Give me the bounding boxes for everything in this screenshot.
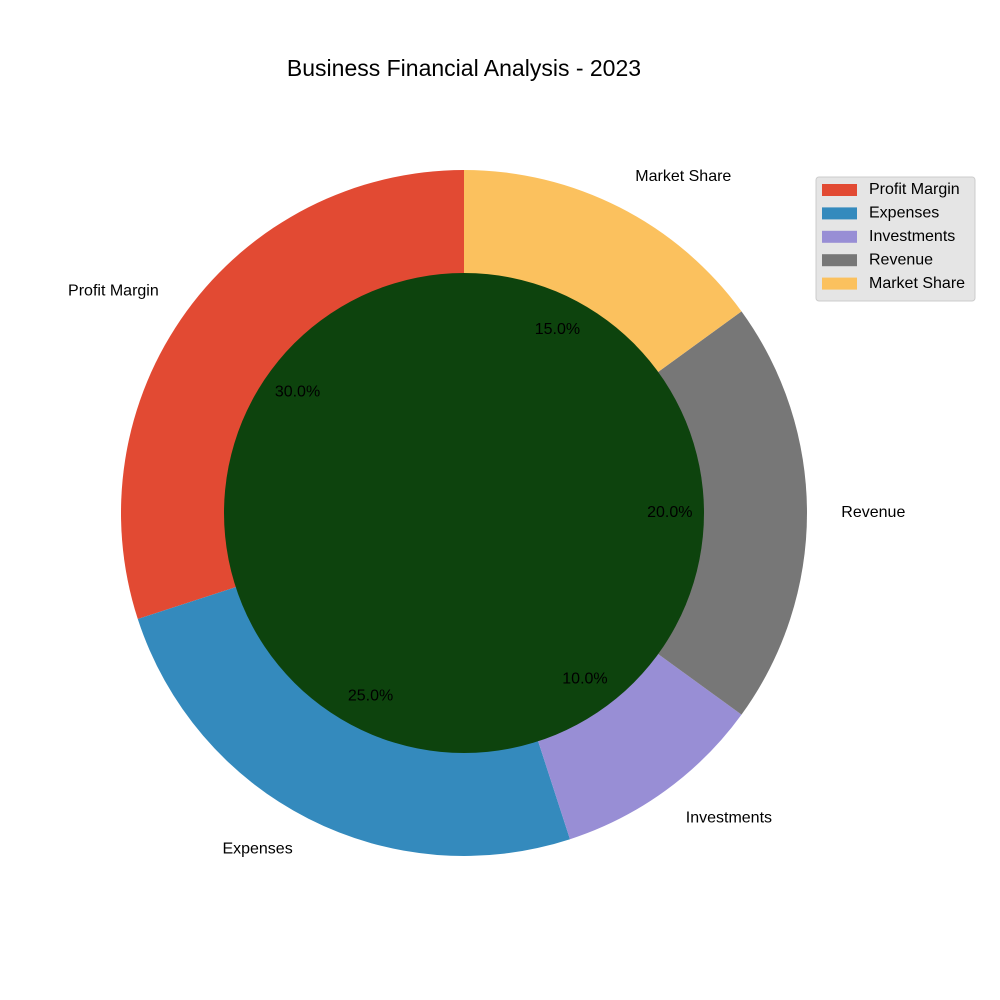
- pct-label-expenses: 25.0%: [348, 688, 393, 705]
- legend-label-investments: Investments: [869, 228, 955, 245]
- legend-swatch-profit-margin: [822, 184, 857, 196]
- slice-label-investments: Investments: [686, 809, 772, 826]
- legend-swatch-market-share: [822, 277, 857, 290]
- legend-label-market-share: Market Share: [869, 275, 965, 292]
- legend-swatch-revenue: [822, 254, 857, 267]
- slice-label-market-share: Market Share: [635, 168, 731, 185]
- legend-label-revenue: Revenue: [869, 251, 933, 268]
- pct-label-revenue: 20.0%: [647, 504, 692, 521]
- legend: Profit Margin Expenses Investments Revenue M…: [815, 176, 976, 302]
- pct-label-profit-margin: 30.0%: [275, 383, 320, 400]
- slice-label-revenue: Revenue: [841, 504, 905, 521]
- slice-label-expenses: Expenses: [222, 840, 292, 857]
- donut-center: [224, 273, 704, 753]
- legend-swatch-investments: [822, 230, 857, 243]
- legend-label-expenses: Expenses: [869, 205, 939, 222]
- legend-label-profit-margin: Profit Margin: [869, 181, 960, 198]
- chart-title: Business Financial Analysis - 2023: [287, 55, 641, 81]
- pct-label-market-share: 15.0%: [535, 321, 580, 338]
- pct-label-investments: 10.0%: [562, 671, 607, 688]
- labels-group: Profit Margin 30.0% Expenses 25.0% Investmen…: [68, 168, 905, 857]
- slice-label-profit-margin: Profit Margin: [68, 282, 159, 299]
- legend-swatch-expenses: [822, 207, 857, 220]
